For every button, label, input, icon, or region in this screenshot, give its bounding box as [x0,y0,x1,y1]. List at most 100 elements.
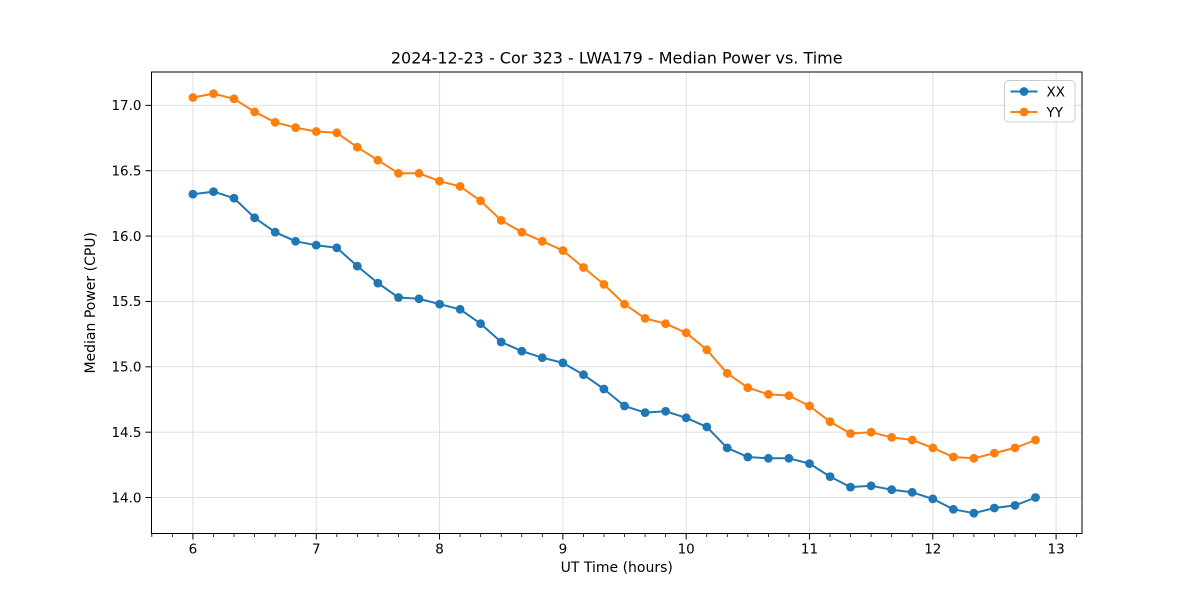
data-point-xx [229,193,239,203]
data-point-xx [435,299,444,309]
data-point-yy [373,155,383,165]
data-point-xx [743,452,753,462]
chart-title: 2024-12-23 - Cor 323 - LWA179 - Median P… [391,49,843,68]
data-point-xx [907,487,917,497]
legend: XX YY [1004,80,1076,123]
data-point-xx [209,187,218,197]
data-point-xx [517,346,527,356]
x-tick-label: 6 [189,542,198,558]
data-point-yy [1031,435,1040,445]
data-point-xx [579,370,588,380]
data-point-xx [640,408,650,417]
data-point-xx [291,236,300,246]
data-point-yy [969,453,979,463]
legend-label-xx: XX [1047,84,1066,100]
data-point-xx [990,503,999,513]
data-point-yy [620,299,629,309]
data-point-xx [784,453,794,463]
y-tick-label: 15.5 [111,294,141,310]
x-tick-label: 13 [1048,542,1065,558]
data-point-yy [414,168,424,178]
data-point-yy [907,435,917,445]
data-point-yy [764,389,773,399]
data-point-xx [846,482,855,492]
data-point-xx [681,413,691,423]
data-point-yy [1010,443,1020,453]
x-tick-label: 10 [678,542,695,558]
y-tick-label: 17.0 [111,98,141,114]
legend-swatch-marker [1019,87,1029,96]
x-tick-label: 8 [435,542,444,558]
y-tick-label: 16.5 [111,164,141,180]
data-point-yy [579,263,588,272]
data-point-yy [887,433,897,442]
data-point-xx [311,240,321,250]
data-point-xx [764,453,773,463]
data-point-xx [702,422,712,432]
axes-layer: 6 7 8 9 10 11 12 13 14.0 14.5 15.0 15.5 16.0 16.5 17.0 [111,71,1083,558]
data-point-yy [990,448,999,458]
y-tick-label: 16.0 [111,229,141,245]
data-point-xx [722,443,732,453]
data-point-yy [311,127,321,136]
data-point-yy [702,345,712,355]
data-point-xx [537,353,547,363]
x-axis-label: UT Time (hours) [561,560,673,576]
plot-border [151,71,1083,534]
data-point-yy [332,128,342,138]
data-point-xx [250,213,259,223]
data-point-yy [949,452,958,462]
data-point-xx [805,459,814,468]
series-line-xx [191,190,1037,515]
data-point-yy [846,429,855,438]
data-point-xx [661,406,670,416]
series-layer [188,89,1040,518]
data-point-xx [558,358,568,368]
data-point-yy [722,368,732,378]
series-line-yy [191,92,1037,460]
data-point-yy [394,168,403,178]
data-point-xx [1031,493,1040,502]
grid-layer [151,72,1082,534]
data-point-xx [373,278,383,288]
data-point-xx [949,504,958,514]
data-point-yy [496,216,506,225]
data-point-yy [291,123,300,132]
y-tick-label: 14.0 [111,490,141,506]
data-point-yy [250,107,259,117]
data-point-yy [537,236,547,246]
data-point-yy [805,401,814,411]
data-point-xx [866,481,876,491]
data-point-xx [496,337,506,347]
x-tick-label: 11 [801,542,818,558]
data-point-yy [825,417,835,427]
data-point-xx [476,319,485,329]
x-tick-label: 7 [312,542,321,558]
data-point-yy [681,328,691,338]
data-point-xx [928,494,938,504]
data-point-yy [188,93,198,102]
data-point-yy [209,89,218,98]
data-point-xx [825,472,835,481]
data-point-xx [455,304,465,314]
data-point-xx [352,261,362,271]
data-point-yy [928,443,938,453]
data-point-yy [661,319,670,329]
legend-swatch-marker [1019,107,1029,117]
data-point-xx [414,294,424,304]
data-point-xx [599,384,609,394]
y-axis-label: Median Power (CPU) [83,232,99,374]
legend-label-yy: YY [1046,105,1064,121]
data-point-yy [476,196,485,206]
data-point-xx [620,401,629,411]
data-point-xx [887,485,897,495]
data-point-yy [517,227,527,237]
data-point-xx [270,227,280,237]
x-tick-label: 12 [924,542,941,558]
y-tick-label: 15.0 [111,360,141,376]
data-point-yy [784,391,794,400]
data-point-xx [969,508,979,518]
data-point-yy [352,142,362,152]
